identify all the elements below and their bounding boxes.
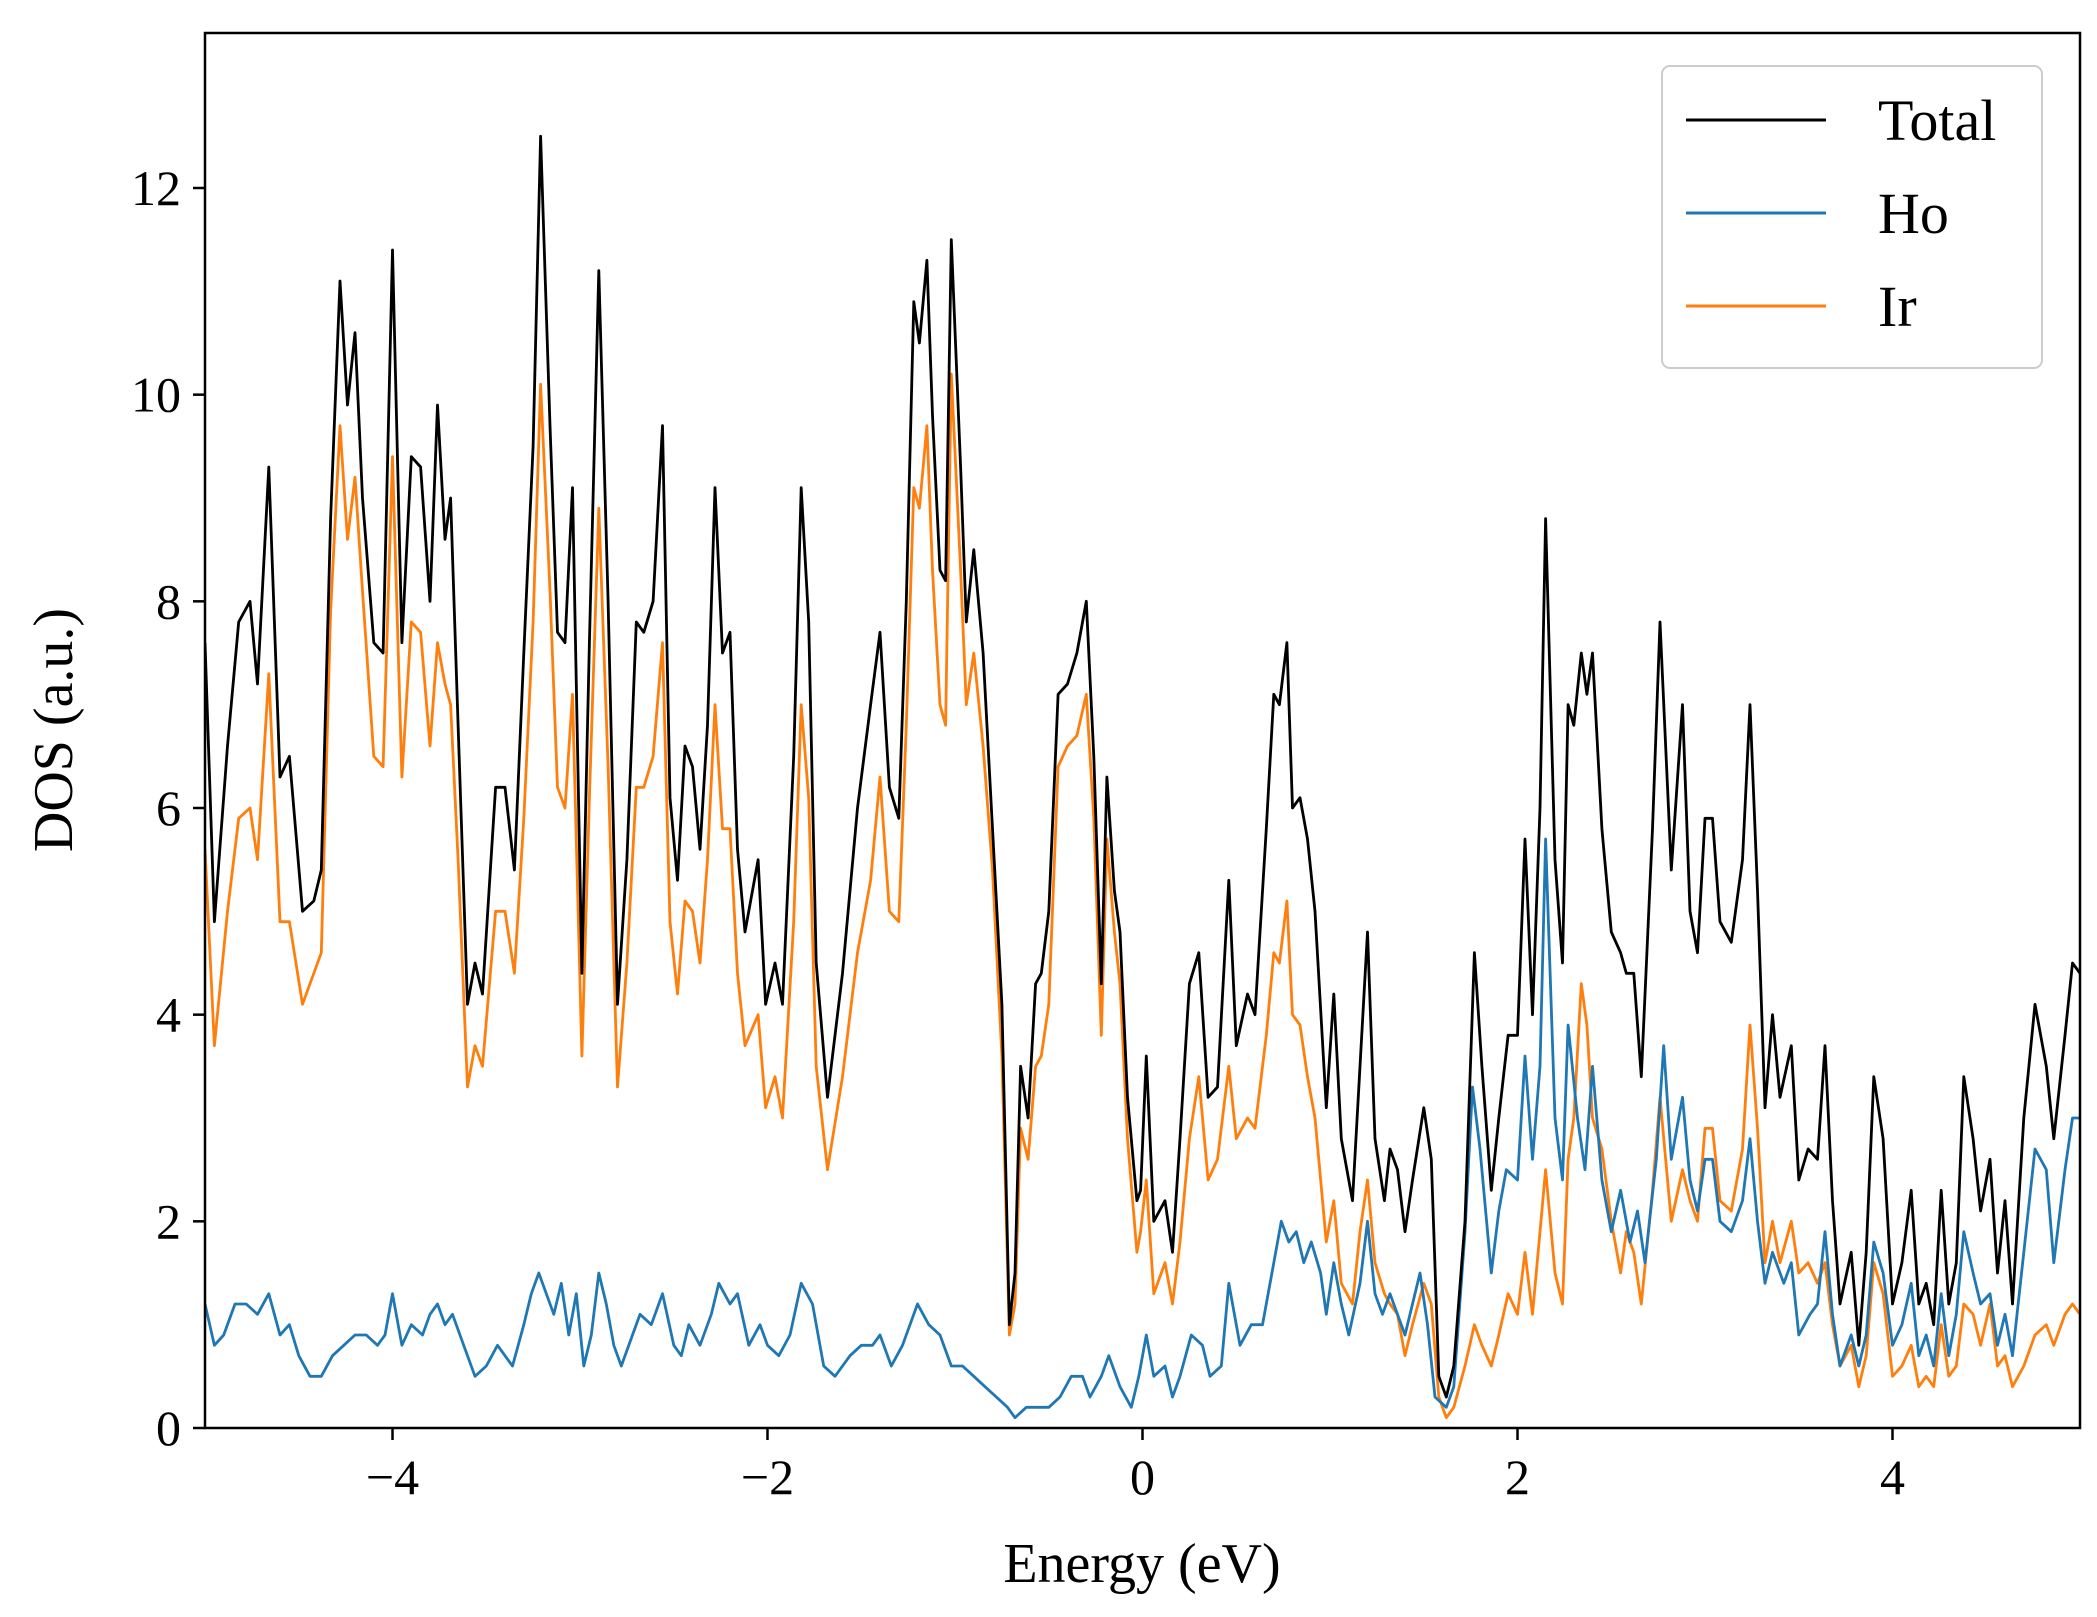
y-tick-label: 4 [156,987,181,1043]
y-tick-label: 2 [156,1193,181,1249]
series-line-total [205,134,2080,1399]
y-tick-label: 12 [131,160,181,216]
y-tick-label: 6 [156,780,181,836]
x-tick-label: 2 [1505,1449,1530,1505]
legend-box [1661,65,2043,369]
y-axis: 0 2 4 6 8 10 12 [131,160,205,1456]
series-layer [205,134,2080,1420]
legend-label-ho: Ho [1878,181,1949,246]
y-axis-label: DOS (a.u.) [23,608,85,852]
x-tick-label: 4 [1880,1449,1905,1505]
x-tick-label: −2 [741,1449,794,1505]
x-tick-label: −4 [366,1449,419,1505]
y-tick-label: 10 [131,367,181,423]
y-tick-label: 0 [156,1400,181,1456]
legend-label-ir: Ir [1878,274,1917,339]
x-tick-label: 0 [1130,1449,1155,1505]
x-axis-label: Energy (eV) [1003,1533,1280,1595]
series-line-ir [205,372,2080,1420]
series-line-ho [205,837,2080,1420]
legend: Total Ho Ir [1661,65,2043,369]
legend-label-total: Total [1878,88,1996,153]
x-axis: −4 −2 0 2 4 [366,1428,1905,1505]
y-tick-label: 8 [156,573,181,629]
